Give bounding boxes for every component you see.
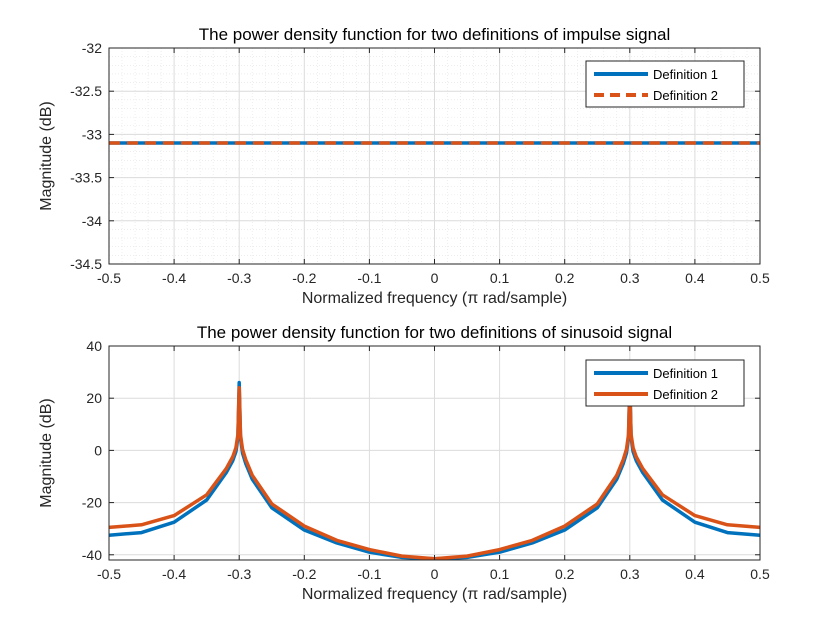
legend-label: Definition 2 bbox=[653, 387, 718, 402]
tick-labels: -0.5 -0.4 -0.3 -0.2 -0.1 0 0.1 0.2 0.3 0.4 0.5 -40 -… bbox=[82, 338, 770, 582]
x-tick-label: -0.1 bbox=[357, 270, 381, 286]
y-tick-label: 20 bbox=[86, 390, 102, 406]
legend-label: Definition 2 bbox=[653, 88, 718, 103]
legend-label: Definition 1 bbox=[653, 366, 718, 381]
x-tick-label: 0.4 bbox=[685, 566, 705, 582]
x-tick-label: -0.3 bbox=[227, 270, 251, 286]
legend-box bbox=[585, 60, 745, 108]
x-tick-label: -0.2 bbox=[292, 566, 316, 582]
x-tick-label: 0.2 bbox=[555, 270, 575, 286]
y-axis-label: Magnitude (dB) bbox=[38, 398, 55, 507]
y-tick-label: -34.5 bbox=[70, 256, 102, 272]
x-tick-label: -0.4 bbox=[162, 270, 186, 286]
x-tick-label: 0.5 bbox=[750, 270, 770, 286]
x-axis-label: Normalized frequency (π rad/sample) bbox=[302, 290, 567, 307]
x-tick-label: 0.4 bbox=[685, 270, 705, 286]
y-tick-label: -32 bbox=[82, 40, 102, 56]
y-tick-label: -40 bbox=[82, 547, 102, 563]
legend-label: Definition 1 bbox=[653, 67, 718, 82]
x-tick-label: 0.3 bbox=[620, 270, 640, 286]
y-tick-label: -33 bbox=[82, 126, 102, 142]
x-tick-label: -0.5 bbox=[97, 566, 121, 582]
impulse-plot: -0.5 -0.4 -0.3 -0.2 -0.1 0 0.1 0.2 0.3 0.4 0.5 -34.… bbox=[38, 25, 770, 307]
y-tick-label: -34 bbox=[82, 213, 102, 229]
sinusoid-plot: -0.5 -0.4 -0.3 -0.2 -0.1 0 0.1 0.2 0.3 0.4 0.5 -40 -… bbox=[38, 323, 770, 603]
y-tick-label: -33.5 bbox=[70, 170, 102, 186]
x-tick-label: 0.1 bbox=[490, 566, 510, 582]
x-tick-label: -0.1 bbox=[357, 566, 381, 582]
x-tick-label: -0.2 bbox=[292, 270, 316, 286]
y-tick-label: 0 bbox=[94, 442, 102, 458]
legend-box bbox=[585, 359, 745, 407]
tick-labels: -0.5 -0.4 -0.3 -0.2 -0.1 0 0.1 0.2 0.3 0.4 0.5 -34.… bbox=[70, 40, 770, 286]
x-tick-label: 0 bbox=[431, 270, 439, 286]
x-tick-label: 0.5 bbox=[750, 566, 770, 582]
y-tick-label: -32.5 bbox=[70, 83, 102, 99]
x-axis-label: Normalized frequency (π rad/sample) bbox=[302, 586, 567, 603]
x-tick-label: 0.3 bbox=[620, 566, 640, 582]
y-tick-label: -20 bbox=[82, 495, 102, 511]
x-tick-label: 0 bbox=[431, 566, 439, 582]
x-tick-label: -0.5 bbox=[97, 270, 121, 286]
x-tick-label: 0.2 bbox=[555, 566, 575, 582]
x-tick-label: -0.3 bbox=[227, 566, 251, 582]
legend: Definition 1 Definition 2 bbox=[585, 60, 745, 108]
x-tick-label: 0.1 bbox=[490, 270, 510, 286]
legend: Definition 1 Definition 2 bbox=[585, 359, 745, 407]
x-tick-label: -0.4 bbox=[162, 566, 186, 582]
chart-title: The power density function for two defin… bbox=[199, 25, 671, 44]
chart-title: The power density function for two defin… bbox=[197, 323, 672, 342]
y-axis-label: Magnitude (dB) bbox=[38, 101, 55, 210]
y-tick-label: 40 bbox=[86, 338, 102, 354]
